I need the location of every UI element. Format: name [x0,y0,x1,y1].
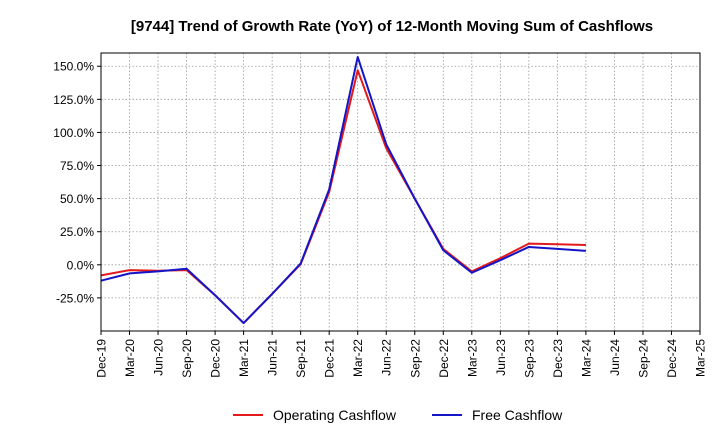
series-line-free-cashflow [100,55,586,325]
y-tick-label: 75.0% [60,159,94,173]
x-tick-label: Dec-19 [95,339,109,378]
y-tick-label: 125.0% [53,93,94,107]
x-tick-label: Jun-21 [266,339,280,376]
x-tick-label: Mar-23 [465,339,479,377]
legend-label: Free Cashflow [472,407,563,423]
x-tick-label: Sep-20 [180,339,194,378]
x-tick-label: Dec-21 [323,339,337,378]
legend-label: Operating Cashflow [273,407,397,423]
x-tick-label: Dec-23 [551,339,565,378]
y-tick-label: 25.0% [60,225,94,239]
x-tick-label: Jun-22 [380,339,394,376]
x-tick-label: Sep-24 [636,339,650,378]
grid-layer [100,53,701,331]
legend-layer: Operating Cashflow Free Cashflow [233,407,563,423]
x-tick-label: Jun-20 [152,339,166,376]
x-tick-label: Dec-20 [209,339,223,378]
series-layer [100,55,586,325]
x-tick-label: Sep-21 [294,339,308,378]
x-tick-label: Dec-24 [665,339,679,378]
y-tick-label: 150.0% [53,60,94,74]
x-tick-label: Mar-24 [579,339,593,377]
x-tick-label: Mar-20 [123,339,137,377]
chart-title: [9744] Trend of Growth Rate (YoY) of 12-… [131,18,653,35]
x-tick-label: Sep-23 [522,339,536,378]
x-tick-label: Mar-25 [694,339,708,377]
x-tick-label: Jun-23 [494,339,508,376]
x-tick-label: Dec-22 [437,339,451,378]
y-tick-label: 100.0% [53,126,94,140]
y-tick-label: -25.0% [56,291,94,305]
y-tick-label: 50.0% [60,192,94,206]
plot-frame [100,52,701,332]
axes-layer: -25.0% 0.0% 25.0% 50.0% 75.0% 100.0% 125.0% 150… [53,52,708,378]
x-tick-label: Mar-21 [237,339,251,377]
y-tick-label: 0.0% [67,258,95,272]
x-tick-label: Jun-24 [608,339,622,376]
x-tick-label: Mar-22 [351,339,365,377]
x-tick-label: Sep-22 [408,339,422,378]
series-line-operating-cashflow [100,69,586,325]
